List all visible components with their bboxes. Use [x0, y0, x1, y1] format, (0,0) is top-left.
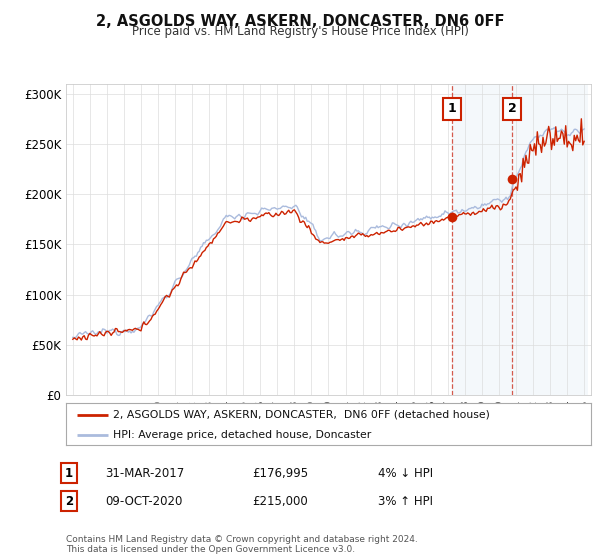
Text: 3% ↑ HPI: 3% ↑ HPI	[378, 494, 433, 508]
Bar	[452, 84, 512, 395]
Text: 09-OCT-2020: 09-OCT-2020	[105, 494, 182, 508]
Text: 2, ASGOLDS WAY, ASKERN, DONCASTER,  DN6 0FF (detached house): 2, ASGOLDS WAY, ASKERN, DONCASTER, DN6 0…	[113, 410, 490, 420]
Text: Price paid vs. HM Land Registry's House Price Index (HPI): Price paid vs. HM Land Registry's House …	[131, 25, 469, 38]
Text: 2: 2	[65, 494, 73, 508]
Text: 31-MAR-2017: 31-MAR-2017	[105, 466, 184, 480]
Text: 2, ASGOLDS WAY, ASKERN, DONCASTER, DN6 0FF: 2, ASGOLDS WAY, ASKERN, DONCASTER, DN6 0…	[96, 14, 504, 29]
Text: Contains HM Land Registry data © Crown copyright and database right 2024.
This d: Contains HM Land Registry data © Crown c…	[66, 535, 418, 554]
Text: 2: 2	[508, 102, 517, 115]
Text: £176,995: £176,995	[252, 466, 308, 480]
Text: 1: 1	[65, 466, 73, 480]
Text: £215,000: £215,000	[252, 494, 308, 508]
Text: HPI: Average price, detached house, Doncaster: HPI: Average price, detached house, Donc…	[113, 430, 371, 440]
Bar	[512, 84, 587, 395]
Text: 4% ↓ HPI: 4% ↓ HPI	[378, 466, 433, 480]
Text: 1: 1	[448, 102, 457, 115]
